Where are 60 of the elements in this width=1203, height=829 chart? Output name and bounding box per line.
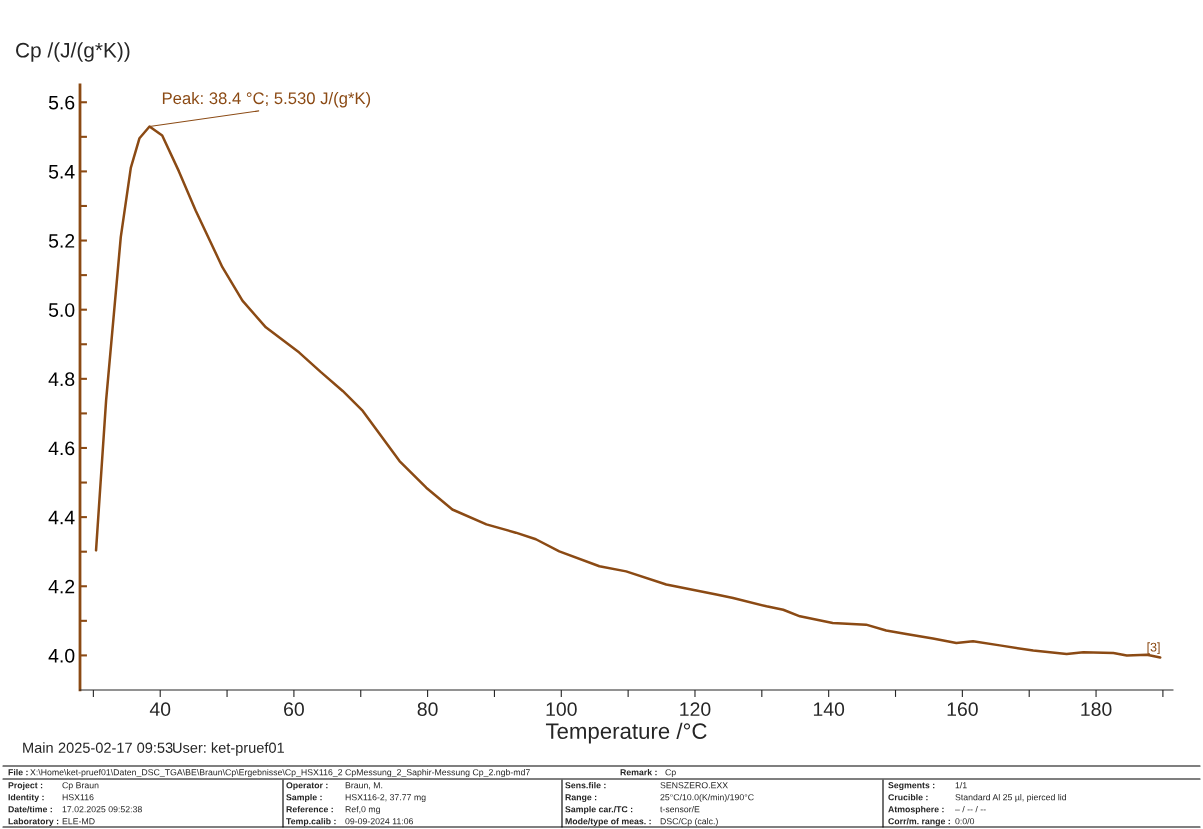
text: Operator : xyxy=(286,782,328,791)
text: Braun, M. xyxy=(345,782,383,790)
y-tick-label: 5.4 xyxy=(48,165,75,179)
y-tick-label: 4.0 xyxy=(48,648,75,663)
x-tick-label: 40 xyxy=(149,702,171,717)
text: Project : xyxy=(8,781,43,791)
text: Ref,0 mg xyxy=(345,805,380,815)
text: 0:0/0 xyxy=(955,817,975,825)
x-tick-label: 80 xyxy=(417,702,438,717)
text: Range : xyxy=(565,794,597,803)
x-tick-label: 120 xyxy=(680,702,711,717)
text: Standard Al 25 µl, pierced lid xyxy=(955,793,1066,803)
text: Laboratory : xyxy=(8,817,59,827)
text: Crucible : xyxy=(888,793,928,801)
y-tick-label: 5.0 xyxy=(48,303,75,317)
text: Sens.file : xyxy=(565,781,606,789)
text: DSC/Cp (calc.) xyxy=(660,817,718,827)
x-tick-label: 140 xyxy=(813,702,845,717)
text: Sample car./TC : xyxy=(565,805,633,815)
annotation: Peak: 38.4 °C; 5.530 J/(g*K) xyxy=(162,91,371,108)
text: 17.02.2025 09:52:38 xyxy=(62,806,142,813)
y-tick-label: 4.2 xyxy=(48,579,75,594)
text: Corr/m. range : xyxy=(888,817,950,827)
text: 1/1 xyxy=(955,781,967,789)
annotation: [3] xyxy=(1147,642,1160,655)
x-tick-label: 60 xyxy=(284,702,304,717)
text: HSX116-2, 37.77 mg xyxy=(345,794,426,803)
x-axis-title: Temperature /°C xyxy=(545,722,707,744)
text: Temp.calib : xyxy=(286,817,336,827)
text: Cp Braun xyxy=(62,782,99,791)
text: File : xyxy=(8,768,28,776)
text: HSX116 xyxy=(62,794,94,801)
text: Identity : xyxy=(8,793,44,803)
text: Mode/type of meas. : xyxy=(565,817,651,827)
text: Atmosphere : xyxy=(888,805,944,815)
y-tick-label: 4.6 xyxy=(48,441,75,456)
text: 25°C/10.0(K/min)/190°C xyxy=(660,793,754,803)
y-tick-label: 4.4 xyxy=(48,510,75,525)
text: Cp xyxy=(665,769,676,778)
text: ELE-MD xyxy=(62,818,95,825)
x-tick-label: 180 xyxy=(1081,702,1112,717)
text: Reference : xyxy=(286,805,333,813)
text: t-sensor/E xyxy=(660,805,700,813)
x-tick-label: 100 xyxy=(546,702,577,717)
y-tick-label: 4.8 xyxy=(48,372,75,387)
text: Segments : xyxy=(888,782,935,791)
text: SENSZERO.EXX xyxy=(660,782,728,789)
y-axis-title: Cp /(J/(g*K)) xyxy=(16,42,130,62)
text: Sample : xyxy=(286,793,322,803)
x-tick-label: 160 xyxy=(947,702,978,717)
text: 09-09-2024 11:06 xyxy=(345,818,414,825)
text: X:\Home\ket-pruef01\Daten_DSC_TGA\BE\Braun\Cp\Ergebnisse\Cp_HSX116_2 CpMessung_2_Saphir-Messung Cp_2.ngb-md7 xyxy=(30,768,530,778)
text: User: ket-pruef01 xyxy=(173,742,284,756)
y-tick-label: 5.6 xyxy=(48,95,75,110)
y-tick-label: 5.2 xyxy=(48,234,75,248)
text: 2025-02-17 09:53 xyxy=(58,742,173,753)
text: Main xyxy=(23,742,53,753)
text: Remark : xyxy=(620,768,657,776)
text: – / -- / -- xyxy=(955,805,986,813)
text: Date/time : xyxy=(8,805,52,813)
